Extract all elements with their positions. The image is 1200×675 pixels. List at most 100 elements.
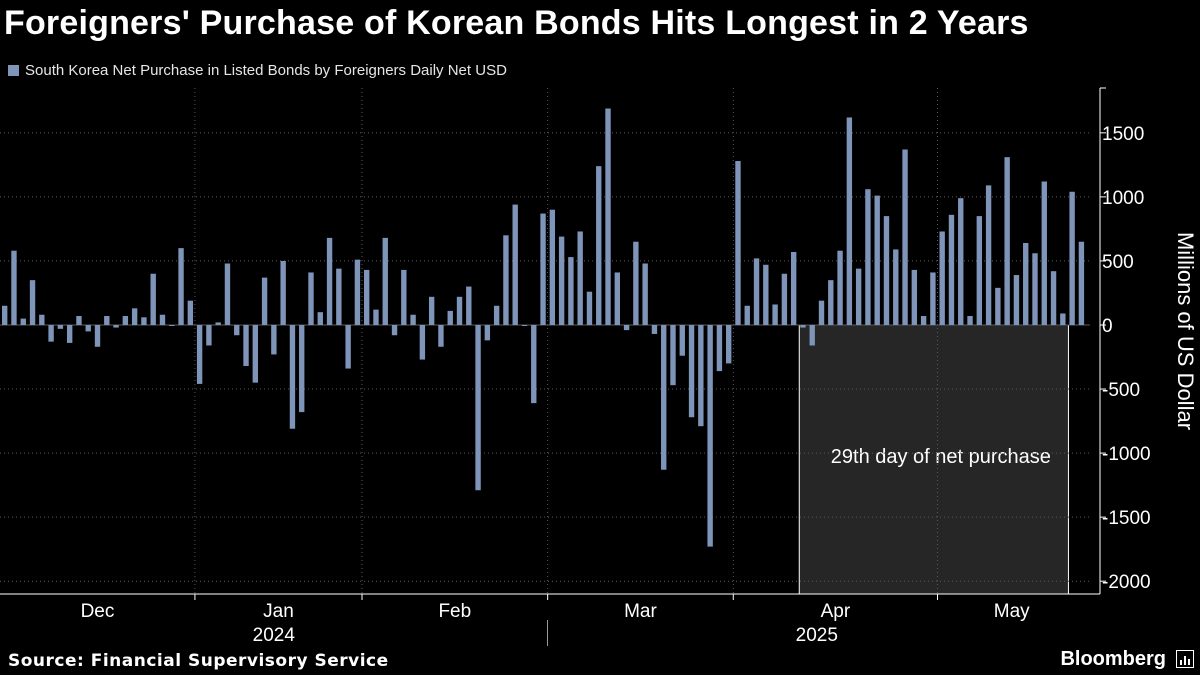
bar: [113, 324, 119, 328]
bar: [800, 324, 806, 328]
bar: [1023, 243, 1029, 325]
bar: [503, 235, 509, 325]
bar: [428, 296, 435, 325]
bar: [159, 314, 166, 325]
bar: [809, 324, 815, 346]
bar: [493, 305, 500, 325]
legend-swatch: [8, 65, 19, 76]
bar: [1060, 313, 1066, 325]
bar: [447, 310, 453, 325]
bar: [364, 269, 370, 325]
bar: [39, 314, 45, 325]
bar: [920, 316, 927, 325]
bar: [790, 251, 797, 325]
bar: [735, 161, 741, 325]
bar: [661, 324, 667, 470]
bar: [939, 231, 945, 325]
bar: [846, 117, 853, 325]
bar: [549, 209, 556, 325]
highlight-region: [799, 324, 1069, 594]
bar: [633, 241, 639, 325]
bar: [373, 309, 379, 325]
bar: [354, 259, 361, 325]
chart-icon: [1176, 650, 1194, 668]
bar: [568, 257, 574, 325]
bar: [967, 316, 973, 325]
bar: [586, 291, 593, 325]
bar: [410, 314, 416, 325]
bar: [985, 185, 992, 325]
bar: [688, 324, 695, 418]
bar: [252, 324, 258, 383]
bar: [521, 324, 528, 326]
bar: [224, 263, 231, 325]
bar: [911, 269, 918, 325]
bar: [261, 277, 268, 325]
bar: [995, 287, 1001, 325]
bar: [651, 324, 658, 334]
bar: [893, 249, 899, 325]
bar: [707, 324, 713, 547]
y-axis-title: Millions of US Dollar: [1173, 232, 1198, 430]
x-tick-label: Feb: [438, 601, 471, 622]
bar: [57, 324, 64, 329]
x-tick-label: Apr: [821, 601, 851, 622]
y-tick-label: -1000: [1102, 444, 1151, 465]
bar: [1069, 191, 1075, 325]
bar: [466, 286, 472, 325]
legend: South Korea Net Purchase in Listed Bonds…: [8, 62, 507, 79]
bar: [345, 324, 351, 369]
bar: [2, 305, 8, 325]
bar: [178, 248, 184, 325]
bar: [930, 272, 936, 325]
x-tick-label: May: [994, 601, 1030, 622]
bar: [141, 317, 147, 325]
bar: [623, 324, 630, 331]
bar: [883, 216, 890, 325]
x-year-label: 2025: [796, 625, 838, 646]
bar: [1041, 181, 1047, 325]
bar: [781, 273, 788, 325]
bar: [670, 324, 676, 386]
y-tick-label: -2000: [1102, 572, 1151, 593]
bar: [196, 324, 203, 384]
bar: [76, 316, 82, 325]
bar: [753, 258, 760, 325]
bar: [336, 268, 342, 325]
bar: [271, 324, 277, 355]
bar: [131, 308, 138, 325]
bar: [289, 324, 296, 429]
bar: [419, 324, 426, 360]
bar: [150, 273, 156, 325]
bar: [317, 312, 323, 325]
bar: [475, 324, 481, 491]
bar: [596, 166, 602, 325]
bar: [902, 149, 908, 325]
bar: [484, 324, 491, 341]
y-tick-label: -500: [1102, 380, 1140, 401]
bar: [94, 324, 101, 347]
bar: [48, 324, 54, 342]
bar: [716, 324, 723, 372]
bar: [169, 324, 175, 326]
y-tick-label: -1500: [1102, 508, 1151, 529]
bar: [104, 316, 110, 325]
bar: [642, 263, 648, 325]
bar: [280, 260, 286, 325]
bar: [558, 236, 565, 325]
bar: [85, 324, 91, 332]
x-tick-label: Jan: [263, 601, 294, 622]
y-tick-label: 0: [1102, 316, 1113, 337]
annotation-label: 29th day of net purchase: [831, 446, 1051, 468]
bar: [855, 268, 862, 325]
bar: [299, 324, 305, 413]
y-tick-label: 1500: [1102, 124, 1144, 145]
x-tick-label: Dec: [81, 601, 115, 622]
bar: [20, 318, 26, 325]
bar: [438, 324, 444, 347]
bar: [531, 324, 537, 404]
bar: [1032, 253, 1038, 325]
bar: [744, 305, 750, 325]
bar: [948, 214, 955, 325]
bar: [1013, 275, 1020, 325]
